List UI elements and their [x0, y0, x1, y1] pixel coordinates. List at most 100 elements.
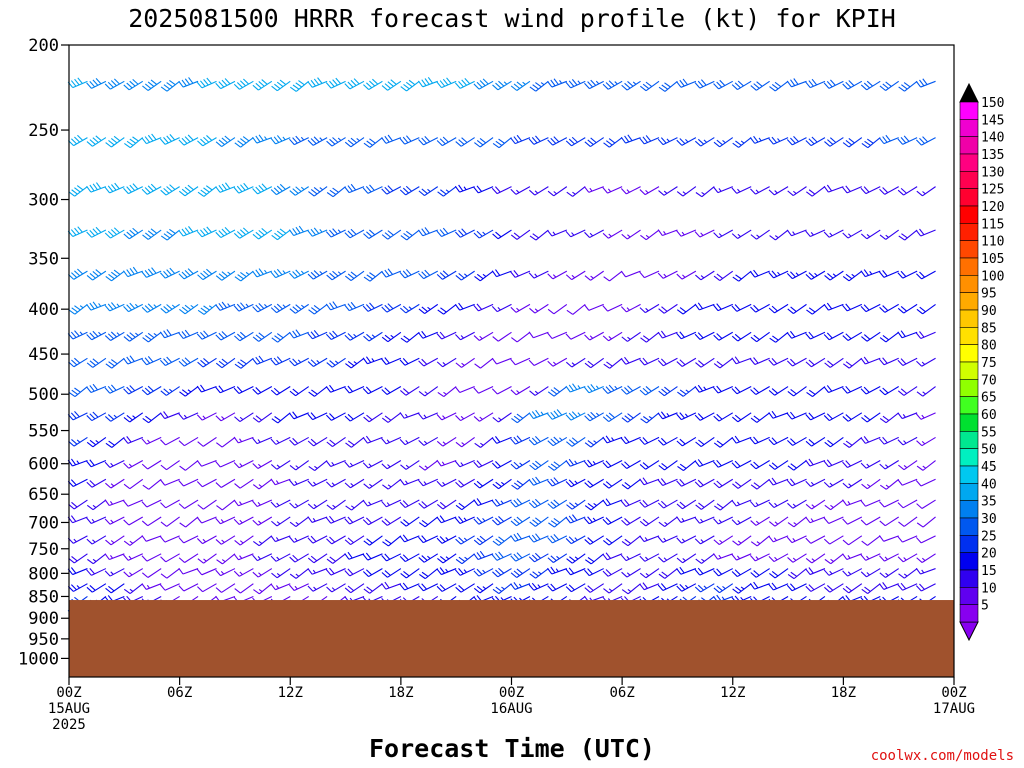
wind-barb	[897, 582, 918, 591]
wind-barb	[639, 535, 660, 543]
wind-barb	[196, 516, 217, 524]
wind-barb	[621, 478, 641, 490]
colorbar-swatch	[959, 448, 979, 467]
wind-barb	[805, 78, 826, 89]
wind-barb	[252, 568, 273, 578]
wind-barb	[915, 78, 936, 88]
y-tick-label: 550	[28, 422, 59, 442]
wind-barb	[159, 134, 180, 145]
wind-barb	[879, 386, 899, 396]
wind-barb	[823, 229, 844, 238]
wind-barb	[879, 460, 899, 470]
wind-barb	[197, 135, 217, 147]
wind-barb	[252, 516, 273, 526]
wind-barb	[713, 459, 733, 468]
wind-barb	[123, 412, 144, 423]
wind-barb	[768, 136, 789, 145]
wind-barb	[215, 535, 236, 545]
wind-barb	[787, 460, 807, 471]
wind-barb	[344, 535, 365, 546]
wind-barb	[86, 499, 107, 511]
wind-barb	[898, 568, 918, 579]
x-tick-label: 16AUG	[490, 701, 532, 717]
wind-barb	[621, 460, 641, 470]
wind-barb	[473, 229, 494, 239]
colorbar-label: 15	[981, 564, 997, 579]
wind-barb	[584, 436, 605, 448]
wind-barb	[363, 331, 383, 342]
wind-barb	[657, 270, 678, 279]
wind-barb	[657, 137, 678, 146]
wind-barb	[879, 499, 899, 508]
wind-barb	[916, 460, 936, 471]
wind-barb	[805, 458, 826, 467]
wind-barb	[159, 329, 180, 339]
wind-barb	[528, 582, 549, 591]
wind-barb	[270, 553, 291, 562]
wind-barb	[731, 499, 752, 507]
wind-barb	[768, 357, 789, 366]
wind-barb	[160, 184, 180, 196]
wind-barb	[861, 137, 881, 149]
wind-barb	[713, 331, 734, 341]
wind-barb	[529, 516, 549, 527]
wind-barb	[547, 436, 568, 447]
wind-barb	[565, 583, 586, 593]
wind-barb	[178, 184, 199, 197]
wind-barb	[824, 270, 844, 281]
wind-barb	[252, 228, 273, 240]
wind-barb	[602, 186, 623, 194]
wind-barb	[713, 229, 734, 239]
wind-barb	[436, 270, 457, 280]
wind-barb	[768, 477, 789, 486]
wind-barb	[492, 478, 512, 490]
wind-barb	[713, 478, 734, 489]
wind-barb	[362, 568, 383, 578]
wind-barb	[823, 568, 844, 576]
wind-barb	[584, 499, 605, 511]
wind-barb	[658, 460, 678, 471]
wind-barb	[252, 134, 273, 144]
wind-barb	[252, 553, 273, 562]
plot-area: 200 250 300 350 400 450 500 550 600 650 700 750 800 8…	[18, 36, 975, 733]
wind-barb	[547, 566, 568, 575]
wind-barb	[842, 412, 863, 422]
colorbar-swatch	[959, 569, 979, 588]
wind-barb	[473, 583, 494, 594]
wind-barb	[326, 357, 346, 368]
wind-barb	[677, 460, 697, 472]
wind-barb	[252, 535, 273, 547]
wind-barb	[252, 460, 273, 470]
wind-barb	[159, 478, 180, 486]
wind-barb	[399, 499, 420, 509]
wind-barb	[215, 78, 236, 90]
wind-barb	[160, 436, 180, 446]
wind-barb	[676, 553, 697, 564]
wind-barb	[141, 385, 162, 396]
wind-barb	[86, 436, 107, 448]
wind-barb	[86, 182, 107, 193]
wind-barb	[160, 499, 180, 509]
wind-barb	[602, 568, 623, 577]
wind-barb	[898, 229, 918, 241]
wind-barb	[583, 459, 604, 468]
wind-barb	[252, 478, 273, 490]
wind-barb	[197, 357, 217, 368]
wind-barb	[362, 356, 383, 365]
wind-barb	[196, 568, 217, 576]
wind-barb	[547, 331, 568, 340]
wind-barb	[142, 228, 162, 240]
wind-barb	[253, 583, 273, 595]
wind-barb	[326, 535, 346, 545]
wind-barb	[105, 583, 125, 594]
wind-barb	[159, 583, 180, 591]
wind-barb	[289, 357, 309, 367]
wind-barb	[750, 229, 770, 240]
wind-barb	[842, 478, 863, 489]
y-tick-label: 350	[28, 249, 59, 269]
wind-barb	[750, 386, 770, 396]
wind-barb	[289, 583, 309, 591]
wind-barb	[123, 478, 144, 490]
wind-barb	[860, 460, 881, 469]
colorbar-label: 80	[981, 339, 997, 354]
